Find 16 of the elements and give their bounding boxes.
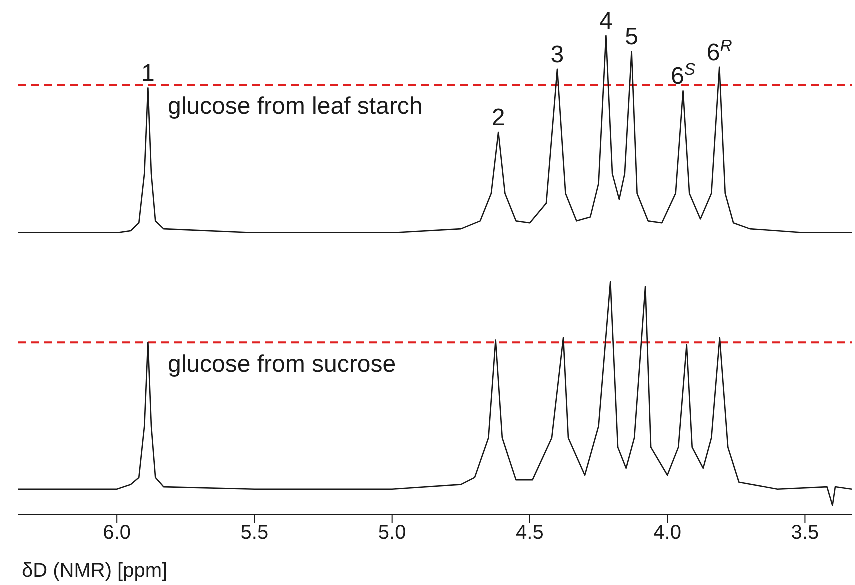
x-tick-label: 4.5 bbox=[516, 522, 544, 544]
x-tick-label: 5.0 bbox=[378, 522, 406, 544]
annotation: 6$^{S}$ bbox=[670, 60, 696, 90]
x-tick-label: 6.0 bbox=[103, 522, 131, 544]
annotation: glucose from leaf starch bbox=[168, 93, 423, 122]
x-tick-label: 3.5 bbox=[791, 522, 820, 544]
x-tick-label: 4.0 bbox=[654, 522, 682, 544]
annotation: 1 bbox=[142, 60, 155, 88]
x-axis-title: δD (NMR) [ppm] bbox=[22, 560, 168, 583]
x-tick-label: 5.5 bbox=[240, 522, 269, 544]
annotation: 2 bbox=[492, 104, 506, 132]
annotation: 4 bbox=[600, 8, 613, 35]
annotation: 6$^{R}$ bbox=[706, 36, 732, 66]
annotation: glucose from sucrose bbox=[168, 350, 396, 379]
annotation: 3 bbox=[550, 41, 564, 68]
annotation: 5 bbox=[625, 24, 638, 51]
